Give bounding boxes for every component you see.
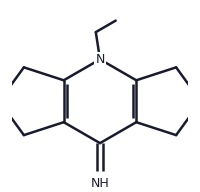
- Text: N: N: [95, 53, 105, 66]
- Text: NH: NH: [91, 177, 109, 190]
